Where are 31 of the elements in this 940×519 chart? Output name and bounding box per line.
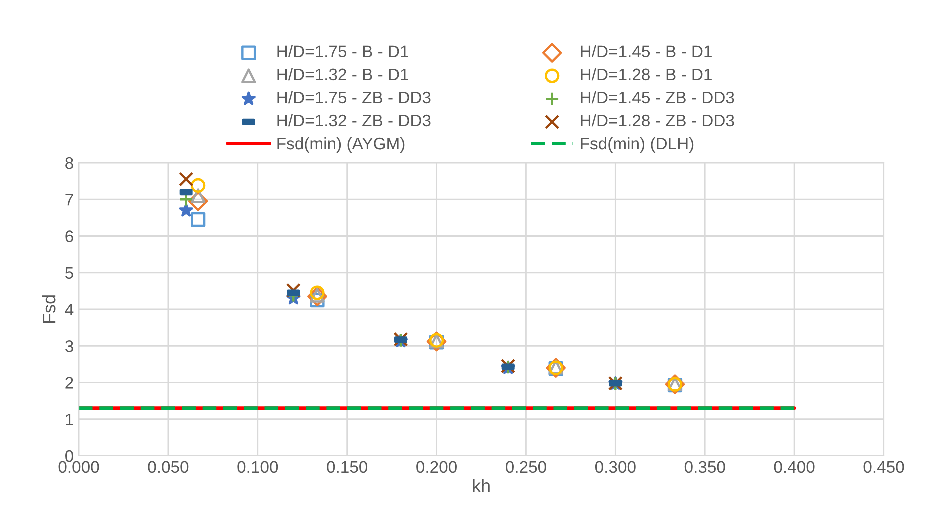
y-tick-label: 4 xyxy=(65,304,74,316)
y-tick-label: 3 xyxy=(66,340,74,352)
x-tick-label: 0.350 xyxy=(684,461,726,474)
legend-label: H/D=1.32 - ZB - DD3 xyxy=(278,114,431,127)
y-tick-label: 2 xyxy=(66,377,74,389)
x-tick-label: 0.300 xyxy=(595,461,636,474)
legend-label: H/D=1.45 - ZB - DD3 xyxy=(581,91,734,104)
y-axis-title: Fsd xyxy=(42,296,56,324)
legend-label: H/D=1.28 - ZB - DD3 xyxy=(581,114,734,127)
legend-label: H/D=1.28 - B - D1 xyxy=(581,68,712,81)
legend-label: Fsd(min) (DLH) xyxy=(581,137,694,153)
x-tick-label: 0.100 xyxy=(238,461,278,474)
x-tick-label: 0.200 xyxy=(416,461,457,474)
legend-label: H/D=1.75 - ZB - DD3 xyxy=(278,91,431,104)
x-tick-label: 0.000 xyxy=(58,461,100,474)
x-tick-label: 0.450 xyxy=(864,461,904,474)
y-tick-label: 8 xyxy=(66,157,74,170)
y-tick-label: 1 xyxy=(66,414,74,426)
y-tick-label: 7 xyxy=(66,194,74,206)
legend-label: H/D=1.75 - B - D1 xyxy=(278,45,408,58)
x-tick-label: 0.400 xyxy=(774,461,815,474)
y-tick-label: 0 xyxy=(66,450,74,462)
x-tick-label: 0.150 xyxy=(327,461,368,474)
x-tick-label: 0.050 xyxy=(148,461,189,474)
x-tick-label: 0.250 xyxy=(506,461,546,474)
legend-label: H/D=1.45 - B - D1 xyxy=(581,45,712,58)
legend-label: Fsd(min) (AYGM) xyxy=(278,137,405,153)
y-tick-label: 6 xyxy=(66,230,74,242)
y-tick-label: 5 xyxy=(66,267,74,280)
legend-label: H/D=1.32 - B - D1 xyxy=(278,68,408,81)
x-axis-title: kh xyxy=(473,479,490,492)
